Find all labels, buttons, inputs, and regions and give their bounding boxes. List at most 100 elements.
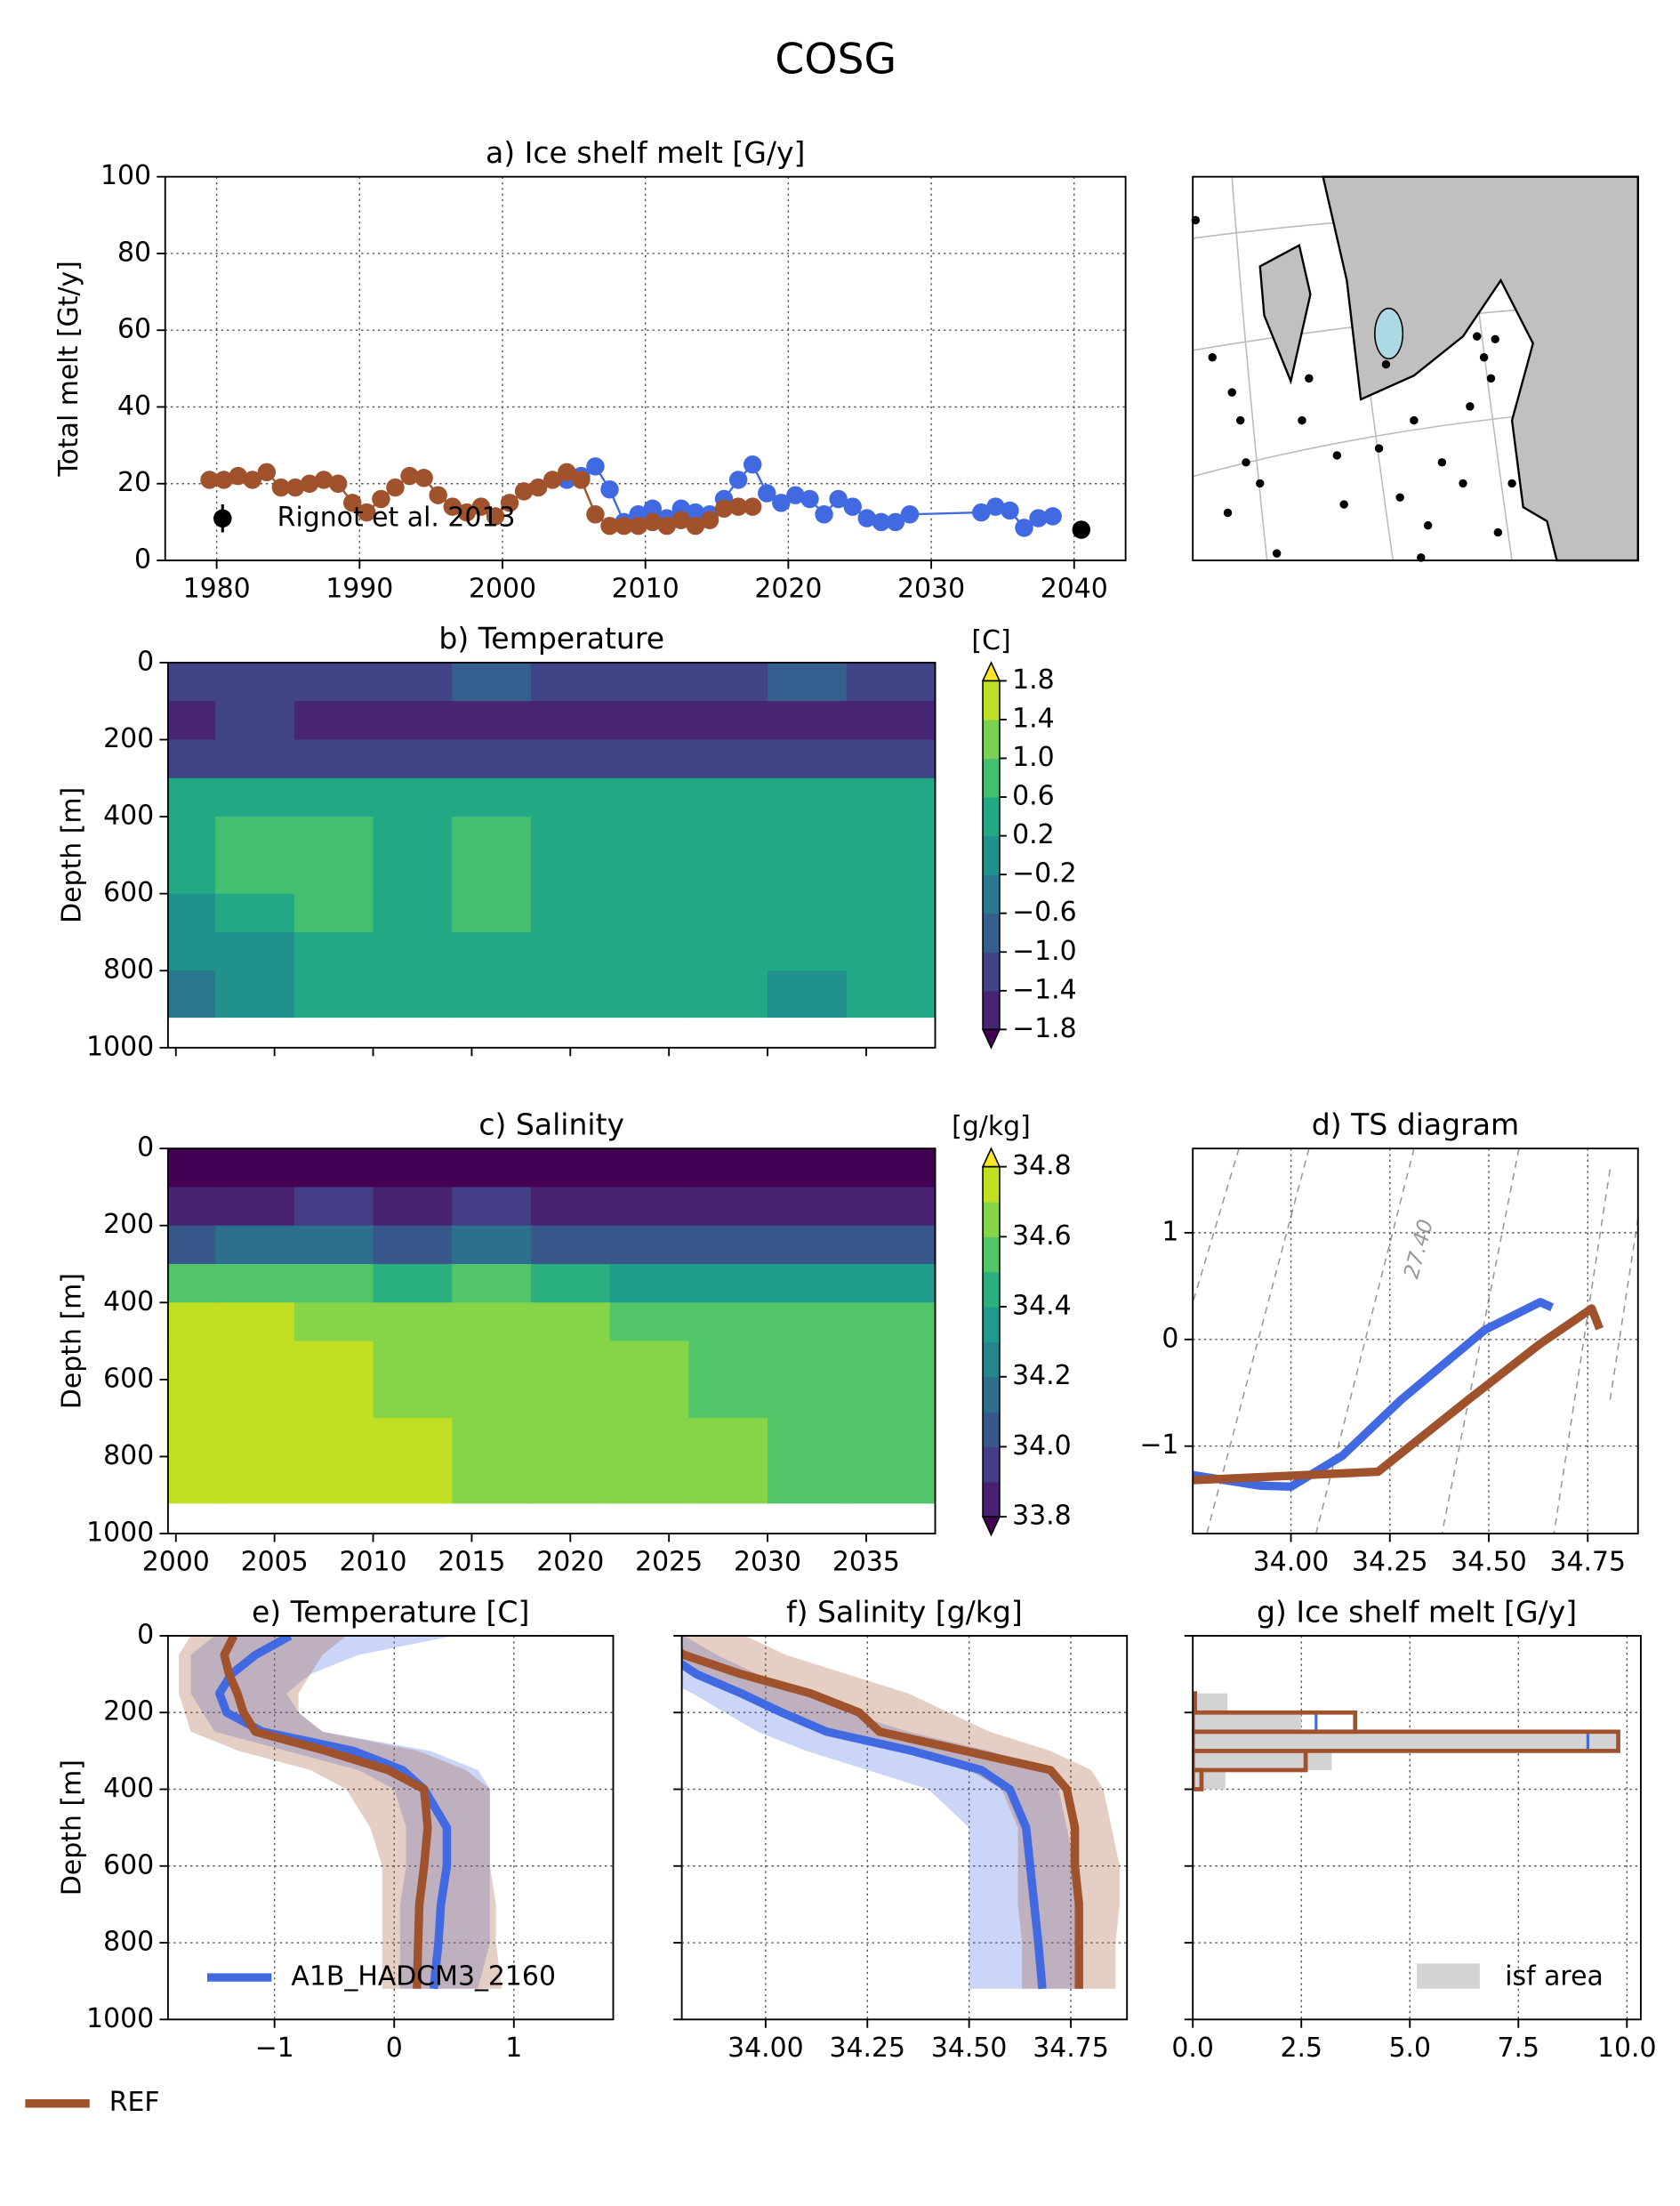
contour-cell bbox=[530, 1264, 611, 1304]
colorbar-tick-label: −0.6 bbox=[1012, 897, 1077, 928]
legend-label: isf area bbox=[1505, 1961, 1604, 1993]
contour-cell bbox=[609, 777, 690, 818]
contour-cell bbox=[215, 855, 295, 895]
contour-cell bbox=[167, 1456, 217, 1504]
contour-cell bbox=[452, 893, 532, 933]
contour-cell bbox=[846, 1341, 936, 1381]
contour-cell bbox=[373, 701, 454, 741]
contour-cell bbox=[452, 931, 532, 972]
contour-cell bbox=[846, 1264, 936, 1304]
series-point bbox=[743, 455, 762, 474]
ts-line bbox=[1193, 1298, 1555, 1492]
contour-cell bbox=[768, 1148, 848, 1188]
contour-cell bbox=[215, 1456, 295, 1504]
contour-cell bbox=[530, 1225, 611, 1265]
series-point bbox=[500, 494, 519, 512]
colorbar-bin bbox=[983, 1481, 1000, 1518]
contour-cell bbox=[688, 1264, 768, 1304]
contour-cell bbox=[846, 931, 936, 972]
series-point bbox=[243, 471, 262, 489]
colorbar-tick-label: 34.0 bbox=[1012, 1430, 1072, 1461]
x-tick-label: 2020 bbox=[536, 1547, 604, 1578]
contour-cell bbox=[452, 1341, 532, 1381]
series-point bbox=[671, 511, 691, 529]
spread-band bbox=[190, 1635, 490, 1989]
contour-cell bbox=[452, 1264, 532, 1304]
colorbar-bin bbox=[983, 874, 1000, 914]
y-tick-label: 800 bbox=[103, 1440, 154, 1471]
x-tick-label: 1 bbox=[505, 2033, 522, 2064]
contour-cell bbox=[167, 1148, 217, 1188]
x-tick-label: 0 bbox=[386, 2033, 403, 2064]
x-tick-label: 34.00 bbox=[727, 2033, 804, 2064]
contour-cell bbox=[530, 893, 611, 933]
series-point bbox=[800, 489, 819, 509]
series-point bbox=[829, 489, 848, 509]
contour-cell bbox=[768, 1341, 848, 1381]
y-tick-label: 20 bbox=[117, 467, 151, 498]
colorbar-tick-label: 34.4 bbox=[1012, 1291, 1072, 1322]
series-point bbox=[486, 507, 505, 526]
contour-cell bbox=[688, 739, 768, 779]
colorbar-label: [C] bbox=[971, 625, 1010, 656]
series-point bbox=[643, 512, 662, 532]
series-point bbox=[285, 478, 305, 497]
contour-cell bbox=[293, 855, 374, 895]
contour-cell bbox=[846, 1187, 936, 1227]
y-tick-label: 400 bbox=[103, 1286, 154, 1317]
series-point bbox=[386, 478, 405, 497]
plot-area bbox=[1193, 1298, 1604, 1492]
contour-cell bbox=[215, 931, 295, 972]
contour-cell bbox=[530, 1418, 611, 1458]
x-tick-label: 7.5 bbox=[1498, 2033, 1540, 2064]
series-point bbox=[986, 497, 1005, 516]
contour-cell bbox=[215, 662, 295, 703]
panel: 0 200 400 600 800 1000 b) Temperature Depth [m] bbox=[56, 621, 936, 1062]
contour-cell bbox=[530, 777, 611, 818]
contour-cell bbox=[452, 701, 532, 741]
contour-cell bbox=[452, 1225, 532, 1265]
contour-cell bbox=[373, 739, 454, 779]
contour-cell bbox=[167, 1379, 217, 1420]
x-tick-label: −1 bbox=[255, 2033, 294, 2064]
y-tick-label: 1 bbox=[1162, 1216, 1178, 1247]
y-tick-label: 400 bbox=[103, 1773, 154, 1804]
panel: 1980 1990 2000 2010 2020 2030 2040020406080100… bbox=[53, 135, 1127, 605]
contour-cell bbox=[215, 1148, 295, 1188]
contour-cell bbox=[167, 1225, 217, 1265]
contour-cell bbox=[215, 1225, 295, 1265]
legend-label: A1B_HADCM3_2160 bbox=[291, 1961, 556, 1993]
panel-title: f) Salinity [g/kg] bbox=[786, 1594, 1023, 1629]
contour-cell bbox=[167, 970, 217, 1018]
x-tick-label: 34.25 bbox=[829, 2033, 905, 2064]
contour-cell bbox=[373, 855, 454, 895]
contour-cell bbox=[530, 1341, 611, 1381]
contour-cell bbox=[293, 970, 374, 1018]
contour-cell bbox=[215, 1187, 295, 1227]
series-point bbox=[972, 503, 991, 522]
series-point bbox=[728, 497, 748, 516]
series-point bbox=[214, 471, 233, 489]
series-point bbox=[743, 497, 762, 516]
contour-cell bbox=[768, 1379, 848, 1420]
contour-cell bbox=[167, 777, 217, 818]
contour-cell bbox=[768, 739, 848, 779]
series-point bbox=[300, 474, 319, 493]
y-tick-label: 200 bbox=[103, 1209, 154, 1240]
contour-cell bbox=[688, 1341, 768, 1381]
x-tick-label: 2010 bbox=[612, 574, 679, 605]
colorbar-bin bbox=[983, 913, 1000, 953]
figure-title: COSG bbox=[775, 36, 896, 85]
contour-cell bbox=[530, 1187, 611, 1227]
x-tick-label: 2035 bbox=[832, 1547, 900, 1578]
panel: 34.00 34.25 34.50 34.75 −1 0 1 d) TS diagram bbox=[1139, 1107, 1639, 1578]
contour-cell bbox=[846, 701, 936, 741]
contour-cell bbox=[846, 1418, 936, 1458]
contour-cell bbox=[293, 777, 374, 818]
contour-cell bbox=[688, 1456, 768, 1504]
y-tick-label: 1000 bbox=[86, 1518, 154, 1549]
grid bbox=[165, 175, 1126, 561]
series-point bbox=[857, 509, 877, 527]
contour-cell bbox=[373, 931, 454, 972]
